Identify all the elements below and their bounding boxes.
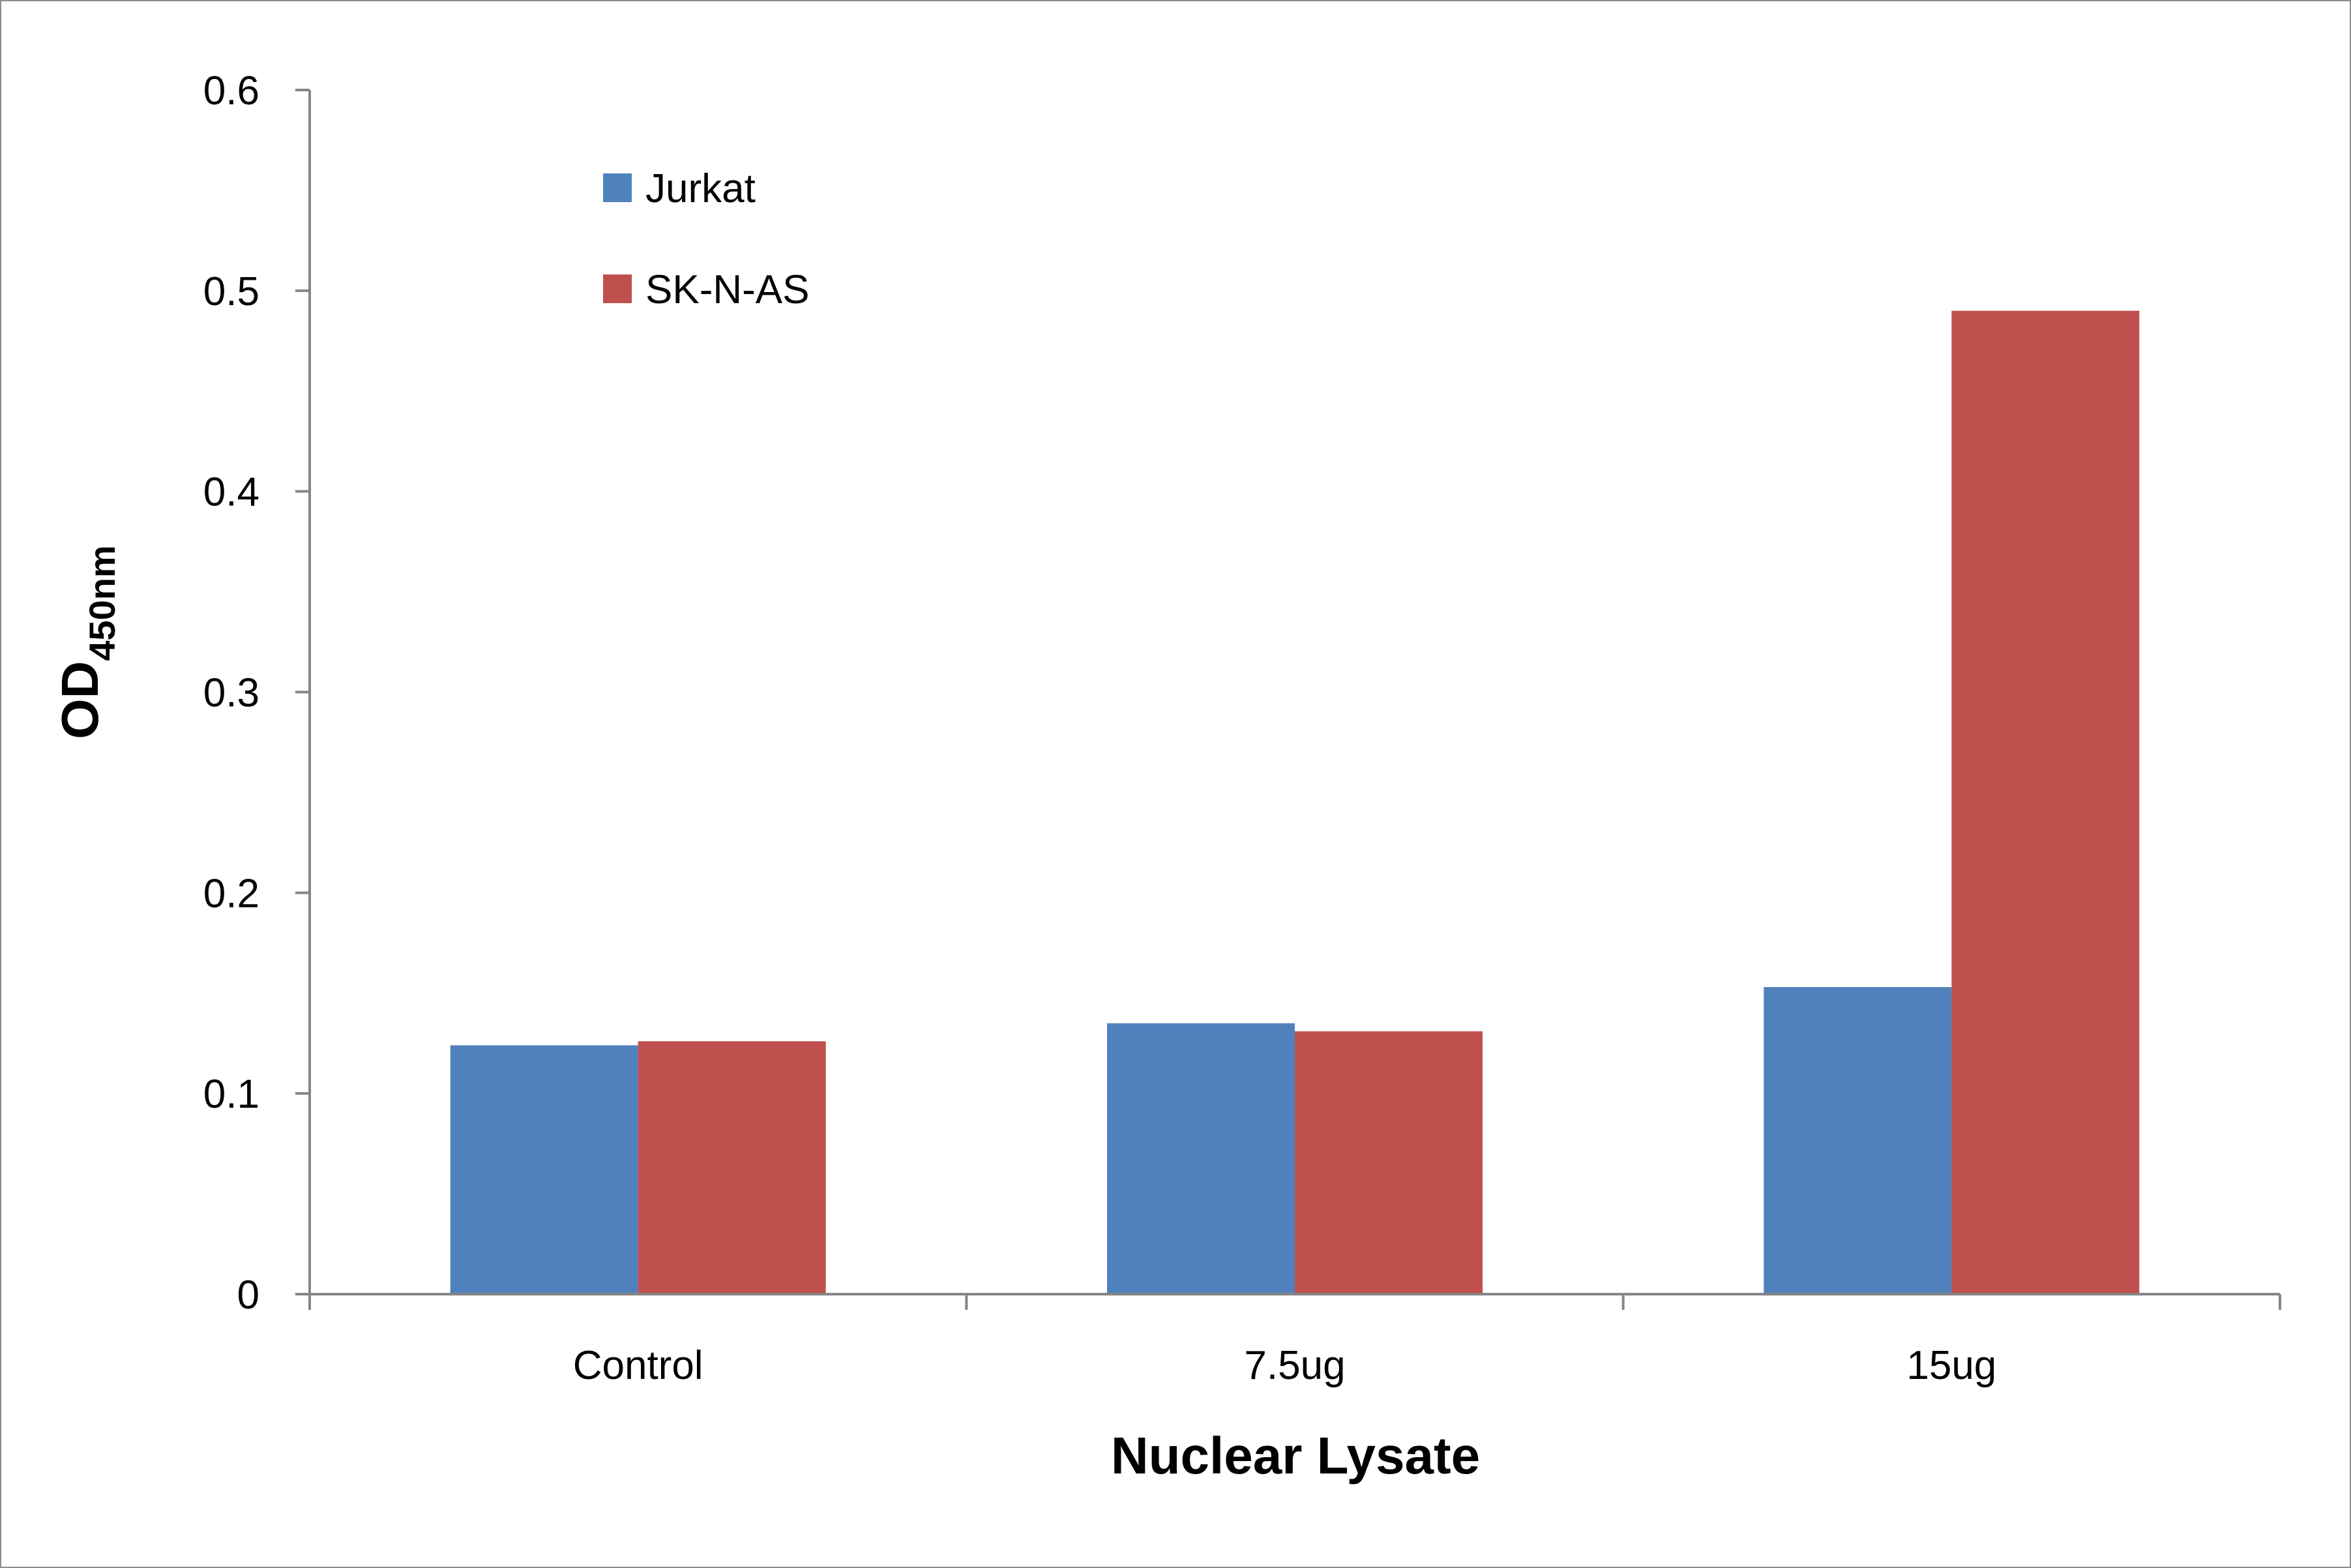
y-tick-label: 0.4 [203,470,259,515]
y-tick-label: 0.5 [203,269,259,314]
bar-sk-n-as-control [638,1041,826,1294]
legend: Jurkat SK-N-AS [603,166,809,312]
bars-group [450,310,2140,1294]
y-tick-label: 0.2 [203,871,259,916]
x-tick-label: 15ug [1906,1343,1996,1388]
legend-label-sk-n-as: SK-N-AS [645,267,809,312]
y-tick-label: 0.6 [203,68,259,113]
bar-sk-n-as-7-5ug [1295,1031,1483,1294]
x-tick-label: Control [573,1343,703,1388]
legend-label-jurkat: Jurkat [645,166,756,211]
y-tick-label: 0 [237,1273,259,1318]
y-tick-label: 0.1 [203,1072,259,1117]
bar-sk-n-as-15ug [1951,310,2140,1294]
x-axis-title: Nuclear Lysate [1111,1427,1480,1485]
x-tick-labels: Control 7.5ug 15ug [573,1343,1997,1388]
y-tick-labels: 0 0.1 0.2 0.3 0.4 0.5 0.6 [203,68,259,1318]
bar-jurkat-control [450,1045,638,1294]
y-axis-title-subscript: 450nm [81,545,123,660]
legend-swatch-sk-n-as [603,274,632,303]
legend-swatch-jurkat [603,173,632,202]
y-axis-title: OD450nm [51,545,123,739]
bar-jurkat-15ug [1764,987,1952,1294]
y-tick-label: 0.3 [203,671,259,716]
x-tick-label: 7.5ug [1244,1343,1345,1388]
axes-group [295,89,2281,1310]
y-axis-title-main: OD [51,661,109,739]
bar-jurkat-7-5ug [1107,1023,1295,1294]
